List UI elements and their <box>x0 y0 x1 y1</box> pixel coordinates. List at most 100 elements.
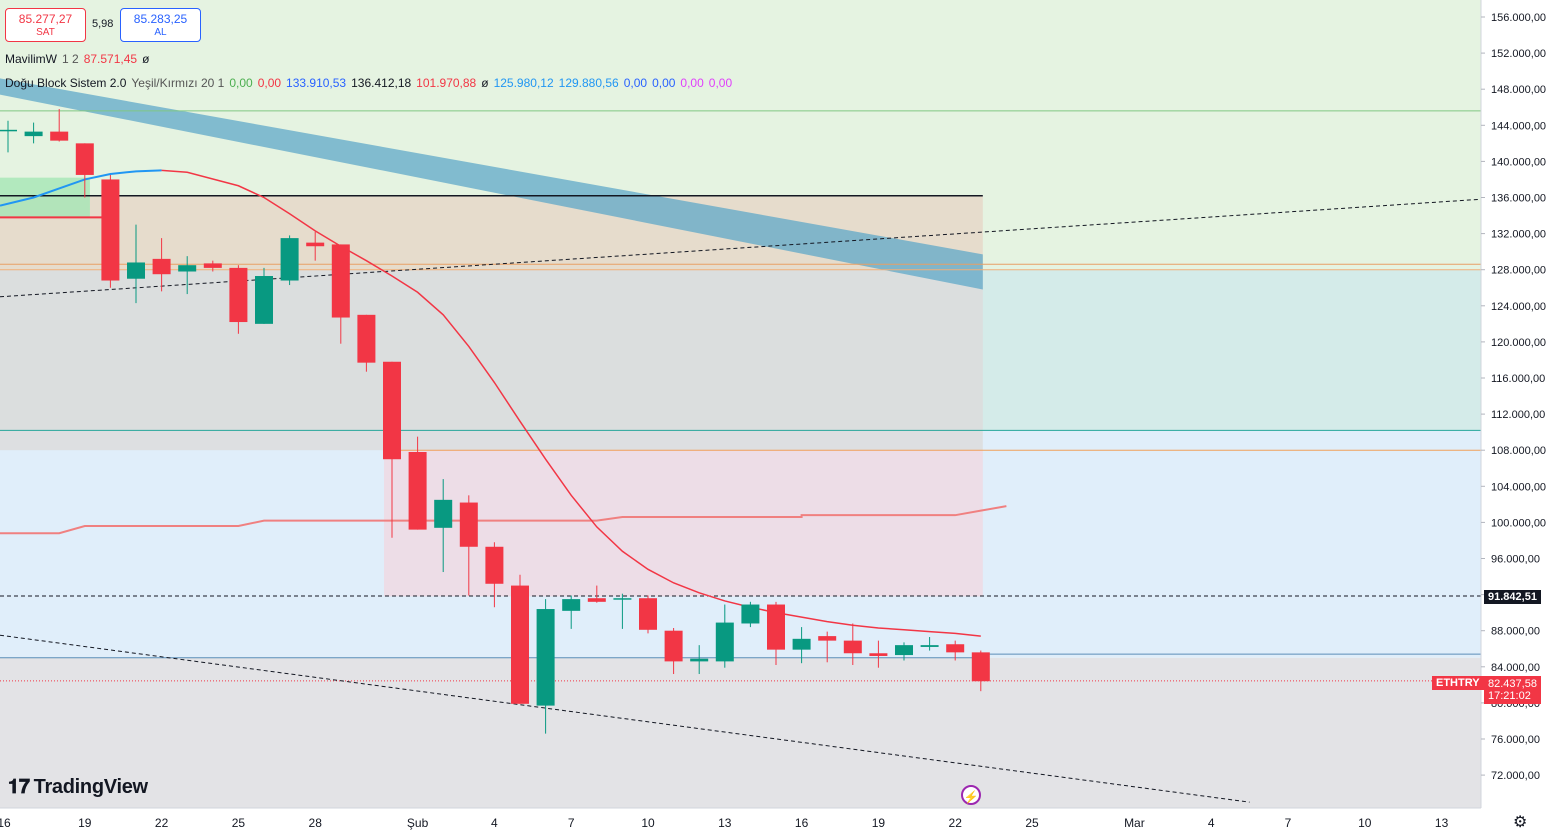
candle-body <box>690 658 709 662</box>
x-tick-label: 16 <box>0 816 11 830</box>
buy-label: AL <box>154 27 167 38</box>
x-tick-label: 19 <box>78 816 92 830</box>
x-tick-label: 7 <box>568 816 575 830</box>
candle-body <box>24 131 43 137</box>
logo-text: TradingView <box>33 776 148 798</box>
mavilim-line <box>161 169 981 637</box>
tradingview-logo-icon: 𝟏𝟕 <box>8 776 30 798</box>
indicator-params: Yeşil/Kırmızı 20 1 <box>131 76 225 90</box>
cloud-band <box>0 78 983 290</box>
y-tick-label: 120.000,00 <box>1491 337 1546 349</box>
indicator-legend-dogu-block[interactable]: Doğu Block Sistem 2.0 Yeşil/Kırmızı 20 1 0… <box>5 76 742 90</box>
x-tick-label: 13 <box>1435 816 1449 830</box>
indicator-value: 136.412,18 <box>351 76 412 90</box>
candle-body <box>536 609 555 706</box>
candle-body <box>587 598 606 602</box>
green-zone-box <box>0 177 90 218</box>
y-tick-label: 84.000,00 <box>1491 662 1540 674</box>
candle-body <box>613 598 632 600</box>
indicator-values: 87.571,45 ø <box>84 52 155 66</box>
candle-body <box>434 499 453 528</box>
x-tick-label: 10 <box>641 816 655 830</box>
tradingview-logo[interactable]: 𝟏𝟕 TradingView <box>8 776 148 799</box>
x-tick-label: Mar <box>1124 816 1145 830</box>
level-price-label: 91.842,51 <box>1484 590 1541 604</box>
y-tick-label: 156.000,00 <box>1491 12 1546 24</box>
candle-body <box>229 267 248 323</box>
x-tick-label: 10 <box>1358 816 1372 830</box>
sell-price-button[interactable]: 85.277,27 SAT <box>5 8 86 42</box>
candle-body <box>971 652 990 682</box>
candle-body <box>331 244 350 318</box>
candle-body <box>946 644 965 653</box>
countdown-timer: 17:21:02 <box>1488 690 1531 702</box>
candle-body <box>920 645 939 647</box>
candle-body <box>255 276 273 324</box>
candle-body <box>50 131 69 141</box>
buy-price: 85.283,25 <box>133 12 188 26</box>
y-tick-label: 116.000,00 <box>1491 373 1545 385</box>
y-tick-label: 144.000,00 <box>1491 120 1546 132</box>
candle-body <box>818 636 837 641</box>
indicator-name: Doğu Block Sistem 2.0 <box>5 76 127 90</box>
indicator-value: 0,00 <box>229 76 253 90</box>
candle-body <box>792 638 811 650</box>
last-price-label: 82.437,58 17:21:02 <box>1484 676 1541 704</box>
y-tick-label: 132.000,00 <box>1491 229 1546 241</box>
y-tick-label: 124.000,00 <box>1491 301 1546 313</box>
candle-body <box>408 452 427 530</box>
x-tick-label: 4 <box>491 816 498 830</box>
y-tick-label: 76.000,00 <box>1491 734 1540 746</box>
buy-price-button[interactable]: 85.283,25 AL <box>120 8 201 42</box>
indicator-value: ø <box>481 76 489 90</box>
candle-body <box>511 585 529 704</box>
indicator-value: 129.880,56 <box>558 76 619 90</box>
candle-body <box>306 242 325 247</box>
indicator-value: 133.910,53 <box>286 76 347 90</box>
sell-price: 85.277,27 <box>18 12 73 26</box>
symbol-label: ETHTRY <box>1432 676 1484 690</box>
indicator-value: 125.980,12 <box>493 76 554 90</box>
sell-label: SAT <box>36 27 55 38</box>
lightning-bolt-icon[interactable]: ⚡ <box>961 785 981 805</box>
candle-body <box>152 258 171 275</box>
indicator-params: 1 2 <box>62 52 79 66</box>
x-tick-label: 22 <box>949 816 963 830</box>
indicator-value: 0,00 <box>708 76 733 90</box>
candle-body <box>101 179 120 281</box>
spread-value: 5,98 <box>92 18 114 30</box>
candle-body <box>895 645 913 656</box>
x-tick-label: 25 <box>232 816 246 830</box>
y-tick-label: 108.000,00 <box>1491 445 1546 457</box>
candle-body <box>869 653 888 656</box>
x-tick-label: 13 <box>718 816 732 830</box>
x-tick-label: 22 <box>155 816 169 830</box>
y-tick-label: 148.000,00 <box>1491 84 1546 96</box>
indicator-legend-mavilim[interactable]: MavilimW 1 2 87.571,45 ø <box>5 52 159 66</box>
y-tick-label: 72.000,00 <box>1491 770 1540 782</box>
candle-body <box>127 262 145 279</box>
candle-body <box>843 640 862 654</box>
x-tick-label: 7 <box>1285 816 1292 830</box>
candle-body <box>203 263 222 268</box>
x-tick-label: 4 <box>1208 816 1215 830</box>
y-tick-label: 136.000,00 <box>1491 193 1546 205</box>
candle-body <box>383 361 401 460</box>
indicator-value: 0,00 <box>257 76 282 90</box>
x-tick-label: Şub <box>407 816 429 830</box>
indicator-values: 0,00 0,00 133.910,53 136.412,18 101.970,88 ø 1… <box>229 76 737 90</box>
y-tick-label: 112.000,00 <box>1491 409 1545 421</box>
candle-body <box>280 238 299 281</box>
gear-icon[interactable]: ⚙ <box>1513 814 1528 831</box>
indicator-value: ø <box>142 52 150 66</box>
candle-body <box>75 143 94 175</box>
candle-body <box>485 546 504 584</box>
background-zone <box>0 657 1481 808</box>
y-tick-label: 88.000,00 <box>1491 626 1540 638</box>
indicator-value: 0,00 <box>623 76 648 90</box>
range-box <box>384 450 983 597</box>
indicator-value: 0,00 <box>680 76 704 90</box>
indicator-name: MavilimW <box>5 52 57 66</box>
y-tick-label: 104.000,00 <box>1491 481 1546 493</box>
